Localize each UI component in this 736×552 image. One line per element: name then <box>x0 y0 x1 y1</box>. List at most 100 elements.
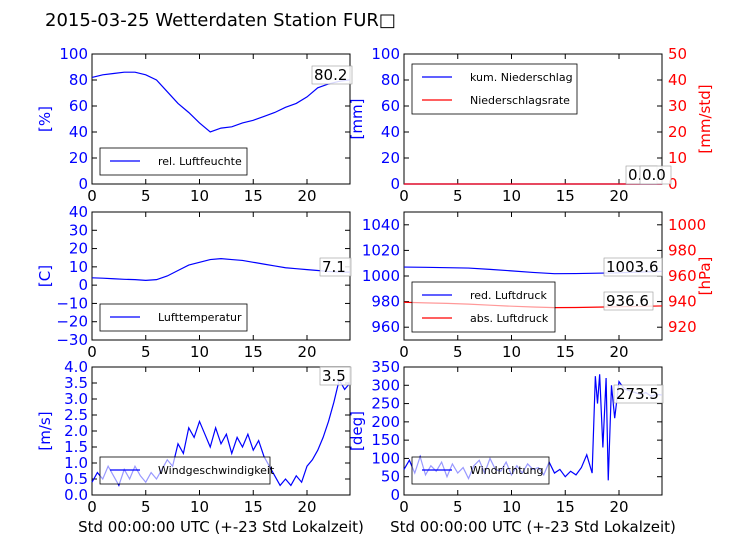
annotation-box <box>613 384 664 404</box>
y-tick-label: 0.5 <box>64 470 88 488</box>
legend-label: kum. Niederschlag <box>470 71 573 84</box>
y-tick-label: 2.5 <box>64 406 88 424</box>
panel-winddirection: 0 5 10 15 20050100150200250300350[deg]Windri… <box>348 358 664 516</box>
x-tick-label: 15 <box>244 498 263 516</box>
y2-tick-label: 10 <box>668 149 687 167</box>
y-tick-label: −20 <box>56 313 88 331</box>
annotation-box <box>311 65 353 85</box>
y-axis-label: [deg] <box>348 411 366 451</box>
y-tick-label: 0 <box>390 175 400 193</box>
y2-tick-label: 0 <box>668 175 678 193</box>
x-tick-label: 10 <box>190 343 209 361</box>
y-tick-label: 4.0 <box>64 358 88 376</box>
series-line-humidity-0 <box>91 71 351 133</box>
x-tick-label: 0 <box>87 187 97 205</box>
y-tick-label: 80 <box>381 71 400 89</box>
legend-label: Windrichtung <box>470 464 543 477</box>
y-tick-label: 100 <box>59 45 88 63</box>
x-tick-label: 20 <box>609 187 628 205</box>
x-tick-label: 0 <box>87 343 97 361</box>
annotation-box <box>603 257 663 277</box>
x-tick-label: 20 <box>297 343 316 361</box>
x-tick-label: 0 <box>87 498 97 516</box>
panel-humidity: 0 5 10 15 20 0 20 40 60 80 100 [%] rel. Luftfeuchte 8… <box>36 45 353 205</box>
panel-precipitation: 0 5 10 15 20 0 20 40 60 80 100 0 10 20 30 40 50 [mm] [mm/s… <box>348 45 714 205</box>
y-tick-label: 2.0 <box>64 422 88 440</box>
panel-temperature: 0 5 10 15 20−30−20−10010203040[C]Lufttempera… <box>36 203 352 361</box>
x-tick-label: 15 <box>244 343 263 361</box>
y2-tick-label: 50 <box>668 45 687 63</box>
y-axis-label: [%] <box>36 106 54 132</box>
legend-label: rel. Luftfeuchte <box>158 155 242 168</box>
y-tick-label: 40 <box>69 123 88 141</box>
legend-label: Lufttemperatur <box>158 311 242 324</box>
legend-label: Windgeschwindigkeit <box>158 464 275 477</box>
annotation-value: 1003.6 <box>606 258 659 276</box>
y2-tick-label: 1000 <box>668 216 706 234</box>
y-tick-label: 20 <box>69 240 88 258</box>
x-tick-label: 10 <box>190 498 209 516</box>
y-tick-label: 100 <box>371 45 400 63</box>
series-line-temperature-0 <box>91 258 351 281</box>
y-tick-label: 60 <box>381 97 400 115</box>
y-tick-label: 60 <box>69 97 88 115</box>
y-tick-label: 50 <box>381 468 400 486</box>
x-tick-label: 20 <box>609 498 628 516</box>
y2-tick-label: 960 <box>668 267 697 285</box>
y-tick-label: 10 <box>69 258 88 276</box>
y-tick-label: −30 <box>56 331 88 349</box>
x-tick-label: 15 <box>244 187 263 205</box>
y-tick-label: 1020 <box>362 241 400 259</box>
y-tick-label: 0.0 <box>64 486 88 504</box>
y-tick-label: 20 <box>69 149 88 167</box>
x-tick-label: 0 <box>399 498 409 516</box>
y-tick-label: 0 <box>78 175 88 193</box>
annotation-box <box>319 366 352 386</box>
x-axis-label: Std 00:00:00 UTC (+-23 Std Lokalzeit) <box>78 518 364 536</box>
panel-pressure: 0 5 10 15 20 960 980 1000 1020 1040 920 940 960 980 10… <box>362 211 714 361</box>
y-axis-label: [mm] <box>348 99 366 140</box>
y-tick-label: 1.0 <box>64 454 88 472</box>
x-tick-label: 20 <box>297 187 316 205</box>
y-tick-label: 200 <box>371 413 400 431</box>
x-tick-label: 20 <box>297 498 316 516</box>
y-tick-label: 80 <box>69 71 88 89</box>
panel-windspeed: 0 5 10 15 20 0.00.51.01.52.02.53.0 3.5 4.0 [m/s]… <box>36 358 352 516</box>
x-tick-label: 0 <box>399 187 409 205</box>
legend-box <box>411 63 578 115</box>
annotation-value: 3.5 <box>322 367 346 385</box>
y2-tick-label: 30 <box>668 97 687 115</box>
y2-axis-label: [hPa] <box>696 257 714 296</box>
annotation-value: 80.2 <box>314 66 347 84</box>
x-tick-label: 10 <box>190 187 209 205</box>
y-tick-label: 3.0 <box>64 390 88 408</box>
y-tick-label: 0 <box>390 486 400 504</box>
legend-label: abs. Luftdruck <box>470 312 549 325</box>
annotation-box <box>319 257 352 277</box>
y-tick-label: 150 <box>371 431 400 449</box>
y2-tick-label: 920 <box>668 318 697 336</box>
x-tick-label: 10 <box>502 498 521 516</box>
x-tick-label: 5 <box>141 343 151 361</box>
annotation-value: 936.6 <box>606 292 649 310</box>
x-tick-label: 5 <box>141 187 151 205</box>
annotation-value: 7.1 <box>322 258 346 276</box>
x-tick-label: 0 <box>399 343 409 361</box>
y-tick-label: 1.5 <box>64 438 88 456</box>
y-tick-label: 20 <box>381 149 400 167</box>
x-tick-label: 5 <box>141 498 151 516</box>
legend-box <box>411 281 556 333</box>
y-axis-label: [m/s] <box>36 411 54 450</box>
y-tick-label: 40 <box>381 123 400 141</box>
x-tick-label: 20 <box>609 343 628 361</box>
annotation-value: 0.0 <box>642 166 666 184</box>
x-tick-label: 15 <box>556 187 575 205</box>
y-tick-label: 960 <box>371 318 400 336</box>
x-tick-label: 5 <box>453 343 463 361</box>
y2-axis-label: [mm/std] <box>696 84 714 153</box>
legend-label: red. Luftdruck <box>470 289 547 302</box>
y-tick-label: 0 <box>78 276 88 294</box>
y-tick-label: 350 <box>371 358 400 376</box>
x-tick-label: 15 <box>556 343 575 361</box>
